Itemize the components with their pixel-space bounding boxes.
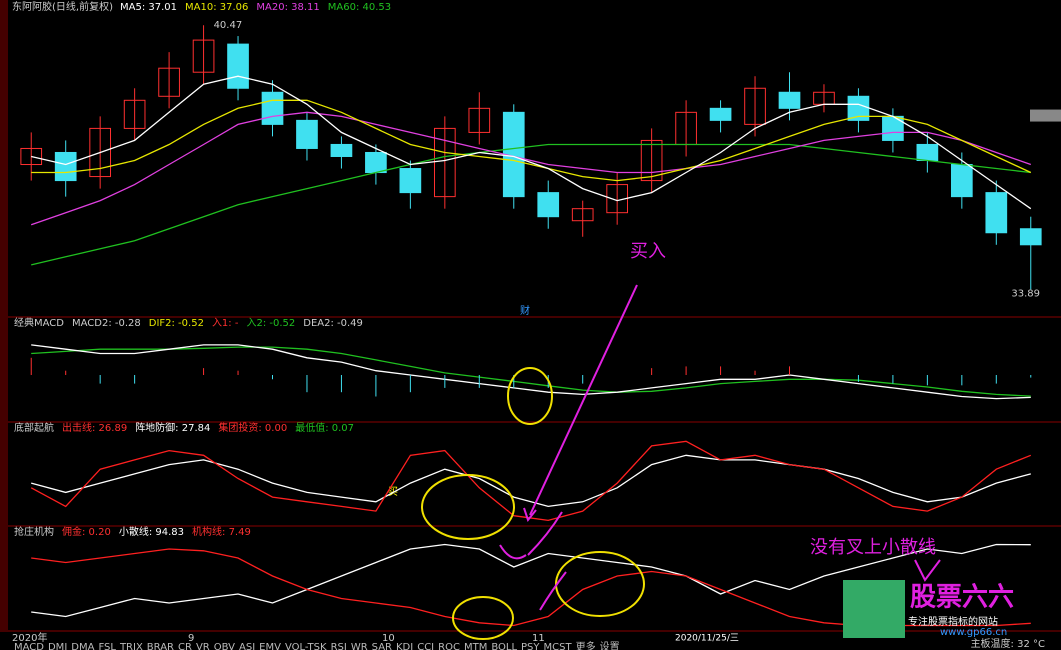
- legend-label: MA10: 37.06: [185, 2, 248, 13]
- legend-label: 机构线: 7.49: [192, 525, 251, 538]
- marker: 财: [520, 304, 530, 317]
- legend-label: MA20: 38.11: [256, 2, 319, 13]
- tab[interactable]: 设置: [600, 641, 620, 650]
- tab[interactable]: KDJ: [396, 642, 413, 650]
- line-series: [31, 143, 1031, 266]
- tab[interactable]: MTM: [464, 642, 487, 650]
- legend-label: 最低值: 0.07: [295, 421, 354, 434]
- status: 主板温度: 32 °C: [971, 637, 1045, 650]
- tab[interactable]: MCST: [544, 642, 573, 650]
- x-axis-label: 2020年: [12, 631, 47, 644]
- line-series: [31, 454, 1031, 508]
- legend-label: 佣金: 0.20: [62, 525, 111, 538]
- legend-label: MA5: 37.01: [120, 2, 177, 13]
- tab[interactable]: CR: [178, 642, 192, 650]
- line-series: [31, 75, 1032, 210]
- tab[interactable]: SAR: [372, 642, 392, 650]
- legend-label: 抢庄机构: [14, 525, 54, 538]
- tab[interactable]: FSL: [98, 642, 116, 650]
- tab[interactable]: ROC: [438, 642, 460, 650]
- tab[interactable]: RSI: [331, 642, 347, 650]
- line-series: [30, 440, 1032, 522]
- annotation: 买入: [630, 241, 666, 262]
- line-series: [30, 111, 1032, 226]
- tab[interactable]: TRIX: [119, 642, 143, 650]
- highlight-circles: [421, 367, 645, 640]
- legend-label: 小散线: 94.83: [119, 525, 184, 538]
- tab[interactable]: CCI: [417, 642, 434, 650]
- tab[interactable]: PSY: [521, 642, 540, 650]
- price-tag-bg: [1030, 109, 1061, 122]
- side-tabs: [0, 0, 8, 632]
- legend-label: DIF2: -0.52: [149, 318, 204, 329]
- line-series: [31, 344, 1031, 400]
- legend-label: 入2: -0.52: [246, 318, 295, 329]
- legend-label: MA60: 40.53: [328, 2, 391, 13]
- low-label: 33.89: [1011, 288, 1040, 299]
- tab[interactable]: DMA: [71, 642, 94, 650]
- legend-label: DEA2: -0.49: [303, 318, 363, 329]
- tab[interactable]: BOLL: [491, 642, 517, 650]
- watermark: 专注股票指标的网站: [908, 615, 998, 628]
- line-series: [31, 346, 1031, 397]
- logo: [843, 580, 905, 638]
- line-series: [31, 543, 1031, 618]
- legend-label: 集团投资: 0.00: [218, 421, 287, 434]
- date-tag: 2020/11/25/三: [675, 634, 739, 644]
- legend-label: 入1: -: [212, 318, 239, 329]
- x-axis-label: 11: [532, 633, 545, 644]
- tab[interactable]: OBV: [214, 642, 235, 650]
- legend-label: 底部起航: [14, 421, 54, 434]
- tab[interactable]: DMI: [48, 642, 67, 650]
- line-series: [31, 99, 1032, 182]
- annotation: 没有叉上小散线: [810, 537, 936, 558]
- tab[interactable]: MACD: [14, 642, 44, 650]
- legend-label: MACD2: -0.28: [72, 318, 141, 329]
- high-label: 40.47: [214, 20, 243, 31]
- watermark: www.gp66.cn: [940, 627, 1007, 638]
- tab[interactable]: VR: [196, 642, 210, 650]
- tab[interactable]: EMV: [259, 642, 281, 650]
- watermark: 股票六六: [910, 583, 1014, 613]
- legend-label: 阵地防御: 27.84: [135, 421, 210, 434]
- tab[interactable]: VOL-TSK: [285, 642, 327, 650]
- title: 东阿阿胶(日线,前复权): [12, 0, 113, 13]
- tab[interactable]: WR: [351, 642, 368, 650]
- x-axis-label: 9: [188, 633, 194, 644]
- x-axis-label: 10: [382, 633, 395, 644]
- tab[interactable]: ASI: [239, 642, 255, 650]
- tab[interactable]: 更多: [576, 640, 596, 650]
- tab[interactable]: BRAR: [147, 642, 174, 650]
- legend-label: 出击线: 26.89: [62, 421, 127, 434]
- legend-label: 经典MACD: [14, 316, 64, 329]
- arrows: [499, 284, 941, 611]
